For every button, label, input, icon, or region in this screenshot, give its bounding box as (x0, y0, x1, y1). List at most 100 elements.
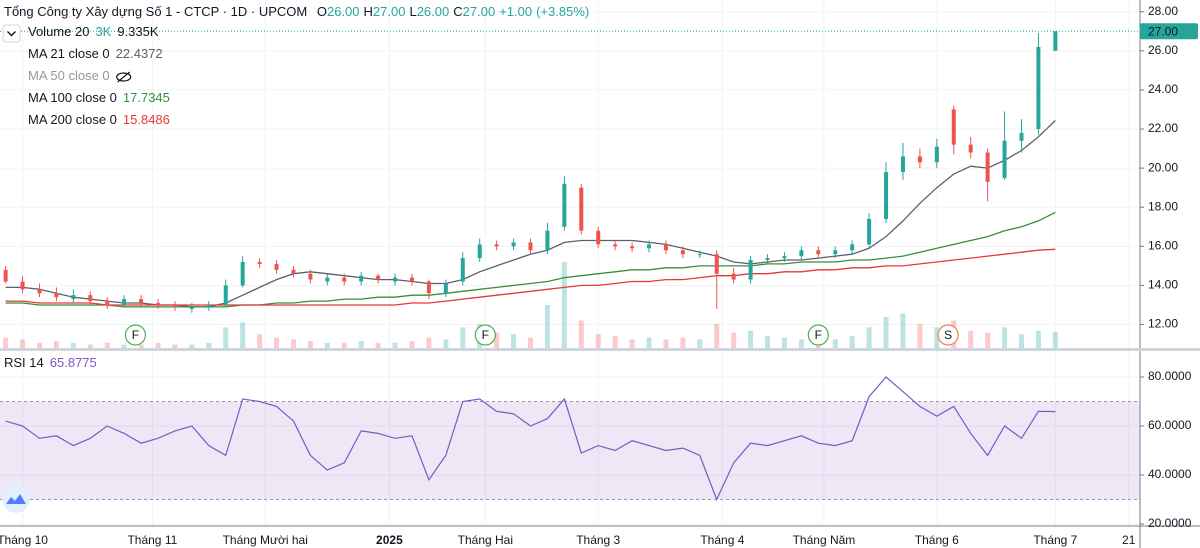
candle-body (985, 152, 990, 182)
volume-bar (358, 341, 364, 348)
volume-bar (20, 339, 26, 348)
volume-bar (748, 330, 754, 348)
volume-bar (3, 337, 9, 348)
volume-bar (527, 337, 533, 348)
candle-body (223, 285, 228, 305)
volume-bar (544, 305, 550, 348)
ohlc-key: L (409, 4, 416, 19)
candle-body (884, 172, 889, 219)
legend-value: 15.8486 (123, 112, 170, 127)
candle-body (156, 303, 161, 305)
legend-row: MA 100 close 0 17.7345 (28, 90, 170, 105)
volume-bar (375, 342, 381, 348)
candle-body (342, 277, 347, 282)
collapse-button[interactable] (2, 24, 21, 43)
candle-body (731, 273, 736, 280)
candle-body (54, 293, 59, 298)
volume-bar (37, 342, 43, 348)
volume-bar (832, 339, 838, 348)
candle-body (613, 244, 618, 247)
candle-body (663, 244, 668, 251)
candle-body (951, 109, 956, 145)
header: Tổng Công ty Xây dựng Số 1 - CTCP · 1D ·… (4, 4, 589, 19)
candle-body (325, 277, 330, 282)
legend-value: 9.335K (117, 24, 159, 39)
legend-value: 65.8775 (50, 355, 97, 370)
legend-name: MA 100 close 0 (28, 90, 117, 105)
ohlc-value: 27.00 (463, 4, 496, 19)
candle-body (562, 183, 567, 227)
volume-bar (121, 344, 127, 348)
event-marker (474, 324, 496, 346)
volume-bar (985, 332, 991, 348)
volume-bar (849, 335, 855, 348)
volume-bar (1052, 331, 1058, 348)
candle-body (426, 281, 431, 294)
candle-body (833, 250, 838, 255)
x-tick-label: Tháng 6 (915, 533, 959, 547)
candle-body (782, 256, 787, 259)
candle-body (968, 144, 973, 153)
candle-body (765, 258, 770, 261)
event-label: F (815, 328, 822, 342)
volume-bar (714, 323, 720, 348)
volume-bar (578, 320, 584, 348)
ohlc-value: 27.00 (373, 4, 406, 19)
volume-bar (392, 342, 398, 348)
candle-body (934, 146, 939, 163)
legend-value: 22.4372 (116, 46, 163, 61)
ohlc-value: 26.00 (327, 4, 360, 19)
volume-bar (443, 339, 449, 348)
pane-separator (0, 348, 1200, 351)
volume-bar (900, 313, 906, 348)
volume-bar (697, 339, 703, 348)
event-marker (807, 324, 829, 346)
x-tick-label: Tháng 11 (127, 533, 177, 547)
volume-bar (629, 339, 635, 348)
candle-body (3, 269, 8, 282)
candle-body (257, 261, 262, 264)
x-tick-label: 2025 (376, 533, 403, 547)
event-marker (124, 324, 147, 346)
volume-bar (494, 332, 500, 348)
volume-bar (595, 334, 601, 348)
volume-bar (561, 262, 567, 348)
candle-body (88, 295, 93, 302)
ohlc-key: C (453, 4, 462, 19)
legend-unit: 3K (95, 24, 111, 39)
candle-body (545, 230, 550, 251)
volume-bar (1035, 330, 1041, 348)
candle-body (359, 275, 364, 282)
candle-body (443, 283, 448, 294)
legend-name: MA 200 close 0 (28, 112, 117, 127)
legend-row: MA 50 close 0 (28, 68, 110, 83)
candle-body (139, 299, 144, 304)
legend-name: MA 21 close 0 (28, 46, 110, 61)
grid (0, 0, 1140, 525)
volume-bar (765, 335, 771, 348)
volume-bar (866, 327, 872, 348)
legend-row: Volume 20 3K 9.335K (28, 24, 159, 39)
hidden-icon (116, 72, 132, 82)
candle-body (528, 242, 533, 251)
y-tick-label: 24.00 (1148, 82, 1178, 96)
volume-bar (731, 332, 737, 348)
y-tick-label: 80.0000 (1148, 369, 1192, 383)
ohlc-key: H (364, 4, 373, 19)
volume-bar (324, 342, 330, 348)
candle-body (647, 244, 652, 249)
last-price-label: 27.00 (1148, 24, 1178, 38)
volume-bar (87, 344, 93, 348)
ma-line (5, 248, 1056, 306)
volume-bar (307, 341, 313, 348)
volume-bar (155, 342, 161, 348)
candle-body (189, 306, 194, 309)
candle-body (596, 230, 601, 245)
candle-body (1019, 132, 1024, 141)
volume-bar (646, 337, 652, 348)
y-tick-label: 40.0000 (1148, 467, 1192, 481)
candle-body (1002, 140, 1007, 178)
legend-value: 17.7345 (123, 90, 170, 105)
